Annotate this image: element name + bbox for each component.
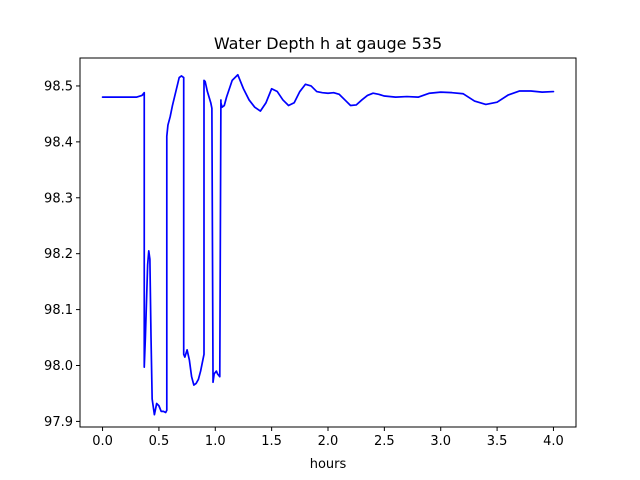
y-tick-label: 97.9 [44, 415, 73, 430]
y-tick-label: 98.4 [44, 135, 73, 150]
x-tick-label: 0.5 [149, 434, 170, 449]
x-tick-label: 3.0 [430, 434, 451, 449]
x-tick-label: 2.5 [374, 434, 395, 449]
y-tick-label: 98.5 [44, 79, 73, 94]
plot-area [101, 73, 555, 416]
x-axis-label: hours [310, 457, 347, 472]
y-tick-label: 98.2 [44, 247, 73, 262]
x-tick-label: 1.0 [205, 434, 226, 449]
chart-title: Water Depth h at gauge 535 [214, 34, 442, 53]
x-tick-label: 0.0 [92, 434, 113, 449]
y-axis: 97.9 98.0 98.1 98.2 98.3 98.4 98.5 [44, 79, 80, 430]
x-tick-label: 4.0 [543, 434, 564, 449]
y-tick-label: 98.1 [44, 303, 73, 318]
x-tick-label: 3.5 [487, 434, 508, 449]
x-axis: 0.0 0.5 1.0 1.5 2.0 2.5 3.0 3.5 4.0 [92, 427, 564, 449]
x-tick-label: 1.5 [261, 434, 282, 449]
series-line-0 [101, 73, 555, 416]
x-tick-label: 2.0 [318, 434, 339, 449]
y-tick-label: 98.3 [44, 191, 73, 206]
y-tick-label: 98.0 [44, 359, 73, 374]
